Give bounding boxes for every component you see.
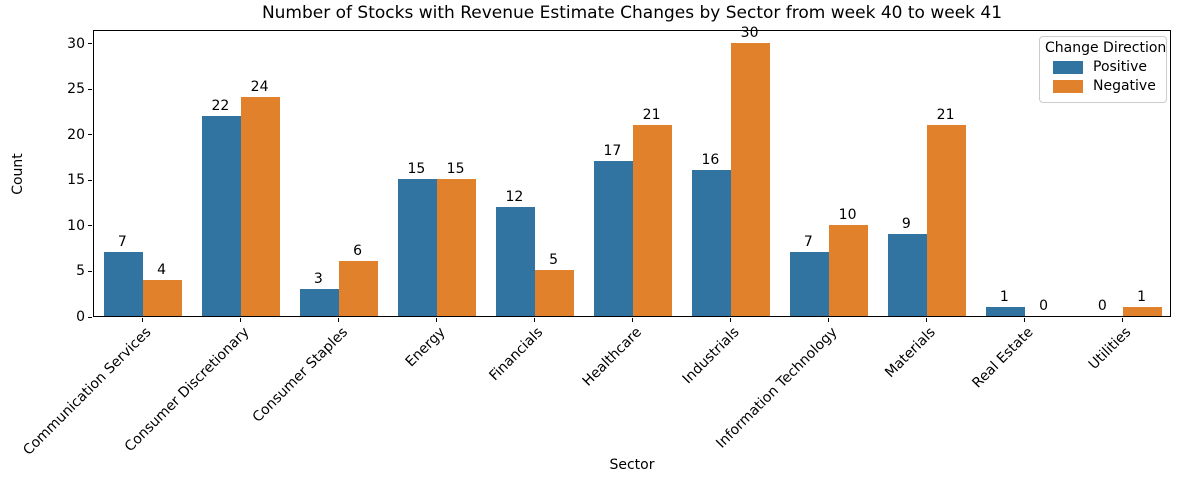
bar-value-label: 15 xyxy=(446,161,465,178)
y-tick-mark xyxy=(88,88,92,90)
bar-positive-financials xyxy=(495,206,535,316)
bar-positive-energy xyxy=(397,179,437,316)
y-axis-label: Count xyxy=(10,153,26,195)
y-tick-mark xyxy=(88,270,92,272)
x-tick-label-consumer-staples: Consumer Staples xyxy=(249,324,351,426)
bar-positive-consumer-discretionary xyxy=(201,115,241,316)
x-tick-label-financials: Financials xyxy=(486,324,547,385)
bar-value-label: 7 xyxy=(117,234,127,251)
legend-swatch-negative xyxy=(1053,79,1083,93)
bar-positive-healthcare xyxy=(593,161,633,316)
bar-value-label: 1 xyxy=(999,288,1009,305)
bar-value-label: 0 xyxy=(1039,298,1049,314)
x-tick-mark xyxy=(435,318,437,322)
bar-negative-industrials xyxy=(731,42,771,316)
legend: Change Direction Positive Negative xyxy=(1039,36,1167,103)
bar-value-label: 3 xyxy=(313,270,323,287)
legend-items: Positive Negative xyxy=(1045,59,1161,94)
y-tick-label: 20 xyxy=(67,126,85,143)
y-tick-label: 10 xyxy=(67,217,85,234)
y-tick-mark xyxy=(88,225,92,227)
bar-value-label: 7 xyxy=(803,234,813,251)
chart-title: Number of Stocks with Revenue Estimate C… xyxy=(261,3,1003,23)
bar-negative-consumer-staples xyxy=(339,261,379,316)
bar-positive-industrials xyxy=(691,170,731,316)
bar-value-label: 9 xyxy=(901,216,911,232)
y-tick-label: 30 xyxy=(67,35,85,52)
legend-item-positive: Positive xyxy=(1053,59,1161,75)
x-tick-label-real-estate: Real Estate xyxy=(969,324,1037,392)
legend-item-negative: Negative xyxy=(1053,78,1161,94)
bar-value-label: 21 xyxy=(936,106,955,123)
bar-value-label: 5 xyxy=(549,252,559,269)
x-tick-label-healthcare: Healthcare xyxy=(579,324,645,390)
bar-negative-healthcare xyxy=(633,124,673,316)
y-tick-mark xyxy=(88,43,92,45)
bar-value-label: 21 xyxy=(642,106,661,123)
bar-value-label: 24 xyxy=(250,79,269,96)
bar-value-label: 16 xyxy=(701,152,720,169)
bar-negative-utilities xyxy=(1123,306,1163,316)
x-tick-label-materials: Materials xyxy=(881,324,939,381)
legend-swatch-positive xyxy=(1053,60,1083,74)
x-tick-label-industrials: Industrials xyxy=(679,324,743,388)
bar-positive-communication-services xyxy=(103,252,143,316)
x-tick-mark xyxy=(729,318,731,322)
x-tick-mark xyxy=(827,318,829,322)
bar-value-label: 0 xyxy=(1097,298,1107,314)
x-tick-mark xyxy=(533,318,535,322)
bar-value-label: 10 xyxy=(838,206,857,223)
x-tick-mark xyxy=(1023,318,1025,322)
bar-negative-energy xyxy=(437,179,477,316)
bar-negative-financials xyxy=(535,270,575,316)
y-tick-mark xyxy=(88,179,92,181)
bar-positive-real-estate xyxy=(985,306,1025,316)
y-tick-label: 15 xyxy=(67,172,85,189)
bar-negative-information-technology xyxy=(829,224,869,316)
bar-value-label: 17 xyxy=(603,143,622,160)
x-tick-label-utilities: Utilities xyxy=(1086,324,1135,373)
x-axis-label: Sector xyxy=(609,457,655,473)
x-tick-mark xyxy=(141,318,143,322)
bar-value-label: 1 xyxy=(1137,288,1147,305)
x-tick-mark xyxy=(337,318,339,322)
bar-negative-consumer-discretionary xyxy=(241,97,281,316)
bar-value-label: 4 xyxy=(157,261,167,278)
y-tick-label: 5 xyxy=(76,263,85,280)
y-tick-label: 0 xyxy=(76,309,85,325)
bar-positive-materials xyxy=(887,234,927,316)
legend-title: Change Direction xyxy=(1045,40,1167,56)
bar-negative-materials xyxy=(927,124,967,316)
y-tick-mark xyxy=(88,134,92,136)
bar-value-label: 6 xyxy=(353,243,363,260)
plot-area xyxy=(93,30,1171,317)
bar-value-label: 12 xyxy=(505,188,524,205)
bar-positive-information-technology xyxy=(789,252,829,316)
x-tick-mark xyxy=(925,318,927,322)
legend-label: Negative xyxy=(1093,78,1156,94)
x-tick-mark xyxy=(1121,318,1123,322)
x-tick-mark xyxy=(631,318,633,322)
y-tick-mark xyxy=(88,316,92,318)
bar-value-label: 30 xyxy=(740,24,759,41)
bar-value-label: 22 xyxy=(211,97,230,114)
y-tick-label: 25 xyxy=(67,81,85,98)
legend-label: Positive xyxy=(1093,59,1147,75)
bar-negative-communication-services xyxy=(143,279,183,316)
x-tick-mark xyxy=(239,318,241,322)
x-tick-label-energy: Energy xyxy=(402,324,449,371)
bar-value-label: 15 xyxy=(407,161,426,178)
bar-positive-consumer-staples xyxy=(299,288,339,316)
